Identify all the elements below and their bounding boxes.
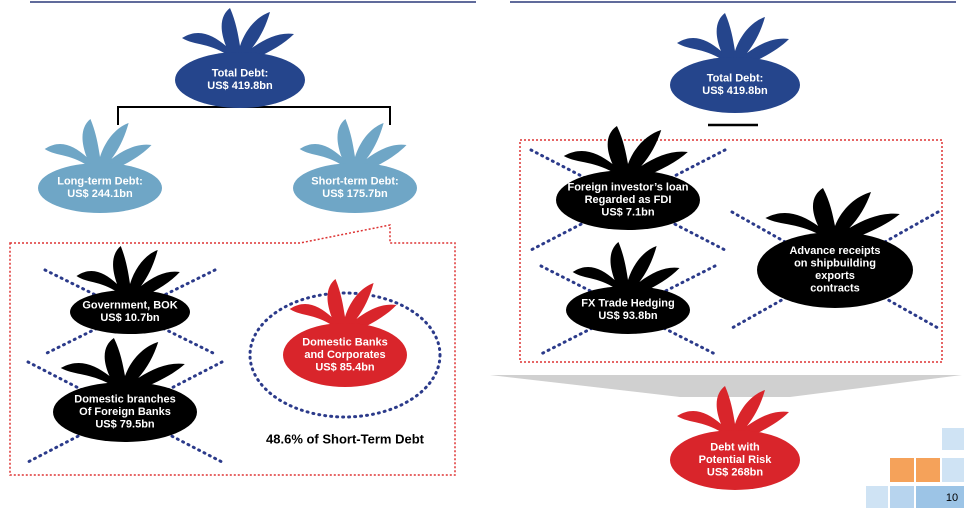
node-body (175, 52, 305, 108)
node-body (38, 163, 162, 213)
leaves (182, 8, 294, 60)
callout-box (9, 224, 456, 476)
node: Short-term Debt:US$ 175.7bn (293, 119, 417, 213)
leaves (289, 279, 397, 331)
node-label: US$ 85.4bn (315, 361, 375, 373)
node-body (757, 232, 913, 308)
node-label: US$ 419.8bn (207, 80, 273, 92)
node-body (670, 430, 800, 490)
leaves (677, 386, 789, 438)
node-body (70, 290, 190, 334)
node-body (293, 163, 417, 213)
page-decoration (866, 428, 964, 508)
node-label: Domestic Banks (302, 336, 388, 348)
node-label: FX Trade Hedging (581, 298, 675, 310)
share-note: 48.6% of Short-Term Debt (266, 431, 425, 446)
node-label: Potential Risk (699, 454, 773, 466)
node-label: US$ 93.8bn (598, 310, 658, 322)
node-label: exports (815, 270, 855, 282)
node-label: contracts (810, 283, 860, 295)
node-label: on shipbuilding (794, 258, 876, 270)
node: Long-term Debt:US$ 244.1bn (38, 119, 162, 213)
node-body (566, 286, 690, 334)
node-label: US$ 419.8bn (702, 85, 768, 97)
node-label: Advance receipts (789, 245, 880, 257)
node-label: Regarded as FDI (585, 194, 672, 206)
leaves (572, 242, 680, 294)
node-label: US$ 175.7bn (322, 188, 388, 200)
leaves (44, 119, 152, 171)
node-body (283, 323, 407, 387)
node-label: Total Debt: (212, 68, 269, 80)
node-label: US$ 10.7bn (100, 312, 160, 324)
node-body (556, 170, 700, 230)
node-label: Government, BOK (82, 300, 177, 312)
node-label: Of Foreign Banks (79, 406, 171, 418)
cross-out (730, 210, 940, 330)
node-label: US$ 79.5bn (95, 418, 155, 430)
leaves (60, 338, 185, 390)
node-label: Foreign investor’s loan (567, 181, 688, 193)
node-label: Short-term Debt: (311, 176, 398, 188)
node: Total Debt:US$ 419.8bn (175, 8, 305, 108)
excluded-box (519, 139, 943, 363)
leaves (76, 246, 180, 298)
node-body (670, 57, 800, 113)
node-label: Long-term Debt: (57, 176, 143, 188)
leaves (563, 126, 688, 178)
leaves (677, 13, 789, 65)
leaves (765, 188, 900, 240)
node-label: US$ 268bn (707, 466, 764, 478)
funnel-arrow (490, 375, 962, 397)
node-label: and Corporates (304, 349, 385, 361)
node: Total Debt:US$ 419.8bn (670, 13, 800, 113)
node-body (53, 382, 197, 442)
node-label: Domestic branches (74, 393, 175, 405)
node-label: Total Debt: (707, 73, 764, 85)
node-label: US$ 7.1bn (601, 206, 654, 218)
highlight-ring (248, 291, 442, 419)
page-number: 10 (946, 492, 958, 504)
node-label: US$ 244.1bn (67, 188, 133, 200)
node-label: Debt with (710, 441, 760, 453)
leaves (299, 119, 407, 171)
